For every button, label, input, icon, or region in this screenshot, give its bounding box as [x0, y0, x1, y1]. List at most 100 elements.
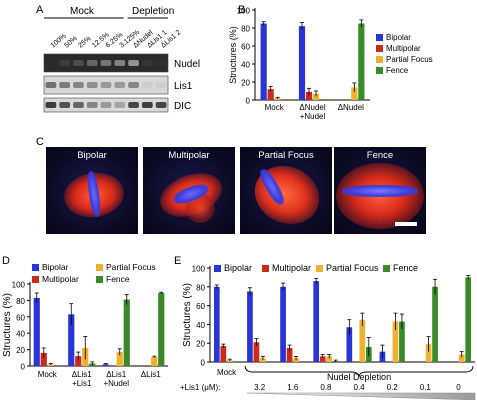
bar-fence — [123, 299, 130, 366]
y-tick-label: 100 — [192, 265, 206, 274]
bar-multipolar — [253, 342, 260, 362]
bar-multipolar — [286, 347, 293, 362]
bar-partial-focus — [359, 319, 366, 362]
blot-band — [59, 82, 71, 88]
legend-swatch-fence — [383, 265, 390, 272]
micrograph-bipolar: Bipolar — [46, 147, 138, 234]
micrograph-fence: Fence — [334, 147, 426, 234]
bar-partial-focus — [458, 354, 465, 362]
micrograph-title-bipolar: Bipolar — [77, 150, 107, 161]
legend-label-fence: Fence — [386, 66, 409, 75]
blot-band — [128, 102, 139, 108]
y-tick-label: 20 — [241, 79, 250, 88]
blot-band — [45, 102, 57, 108]
y-axis-label: Structures (%) — [2, 293, 13, 357]
panel-label-b: B — [238, 4, 246, 16]
blot-band — [59, 102, 71, 108]
blot-group-mock: Mock — [70, 6, 95, 17]
y-tick-label: 0 — [246, 97, 251, 106]
bar-fence — [399, 321, 405, 362]
x-prefix-label: +Lis1 (μM): — [180, 383, 220, 392]
blot-band — [86, 82, 98, 88]
legend-swatch-bipolar — [214, 265, 221, 272]
bar-fence — [319, 99, 327, 100]
legend-swatch-bipolar — [376, 34, 383, 41]
legend-swatch-multipolar — [32, 276, 39, 283]
legend-swatch-fence — [376, 67, 383, 74]
micrograph-title-partial-focus: Partial Focus — [258, 150, 314, 161]
bar-partial-focus — [312, 93, 320, 100]
bar-multipolar — [319, 356, 326, 362]
blot-band — [114, 102, 126, 108]
y-tick-label: 0 — [21, 363, 26, 372]
blot-band — [73, 102, 84, 108]
bar-multipolar — [267, 89, 274, 100]
bar-fence — [465, 277, 472, 362]
blot-band — [59, 60, 71, 66]
bar-partial-focus — [425, 344, 432, 362]
blot-strip — [43, 75, 169, 95]
blot-band — [128, 60, 139, 66]
bar-bipolar — [298, 26, 306, 101]
bar-multipolar — [75, 356, 82, 366]
panel-label-a: A — [36, 4, 44, 16]
blot-band — [155, 102, 167, 108]
blot-band — [100, 102, 112, 108]
legend-swatch-bipolar — [32, 264, 39, 271]
y-tick-label: 40 — [241, 61, 250, 70]
bar-bipolar — [68, 314, 75, 366]
micrograph-multipolar: Multipolar — [143, 147, 235, 234]
micrograph-title-multipolar: Multipolar — [168, 150, 210, 161]
micrograph-title-fence: Fence — [366, 150, 394, 161]
x-category-label: ΔLis1 — [106, 370, 127, 379]
legend-label-bipolar: Bipolar — [42, 262, 69, 272]
y-tick-label: 80 — [16, 297, 25, 306]
legend-label-fence: Fence — [393, 263, 418, 273]
y-tick-label: 20 — [196, 340, 205, 349]
y-tick-label: 0 — [201, 359, 206, 368]
partial-focus-spindle-image — [245, 155, 329, 234]
bar-multipolar — [40, 352, 47, 366]
bar-bipolar — [33, 297, 40, 366]
bar-bipolar — [280, 286, 286, 362]
y-tick-label: 40 — [16, 330, 25, 339]
blot-band — [114, 60, 126, 66]
bar-partial-focus — [116, 352, 123, 366]
blot-band — [73, 82, 84, 88]
x-category-label-mock: Mock — [217, 368, 237, 377]
bar-fence — [432, 286, 438, 362]
x-category-label: +Nudel — [300, 112, 326, 121]
x-concentration-label: 0.1 — [420, 383, 432, 392]
blot-band — [141, 82, 153, 88]
x-category-label: ΔLis1 — [72, 370, 93, 379]
group-label: Nudel Depletion — [327, 372, 391, 382]
x-concentration-label: 1.6 — [287, 383, 299, 392]
bar-bipolar — [213, 286, 220, 362]
bar-partial-focus — [151, 356, 158, 366]
bar-fence — [358, 23, 365, 100]
blot-band — [100, 60, 112, 66]
y-tick-label: 40 — [196, 321, 205, 330]
y-tick-label: 20 — [16, 346, 25, 355]
legend-label-multipolar: Multipolar — [386, 44, 421, 53]
legend-label-partial-focus: Partial Focus — [326, 263, 379, 273]
bar-bipolar — [313, 281, 320, 362]
legend-swatch-partial-focus — [316, 265, 323, 272]
group-bracket — [244, 365, 474, 378]
y-tick-label: 80 — [241, 25, 250, 34]
y-tick-label: 60 — [196, 302, 205, 311]
y-tick-label: 100 — [12, 281, 26, 290]
bar-partial-focus — [326, 356, 333, 362]
legend-label-partial-focus: Partial Focus — [106, 262, 156, 272]
y-tick-label: 60 — [241, 43, 250, 52]
blot-row-label: DIC — [174, 101, 191, 112]
x-category-label: Mock — [265, 103, 285, 112]
y-axis-label: Structures (%) — [228, 26, 238, 84]
blot-band — [86, 60, 98, 66]
panel-label-c: C — [36, 136, 44, 148]
blot-row-label: Nudel — [174, 59, 200, 70]
blot-group-depletion: Depletion — [132, 6, 174, 17]
legend-label-fence: Fence — [106, 274, 130, 284]
